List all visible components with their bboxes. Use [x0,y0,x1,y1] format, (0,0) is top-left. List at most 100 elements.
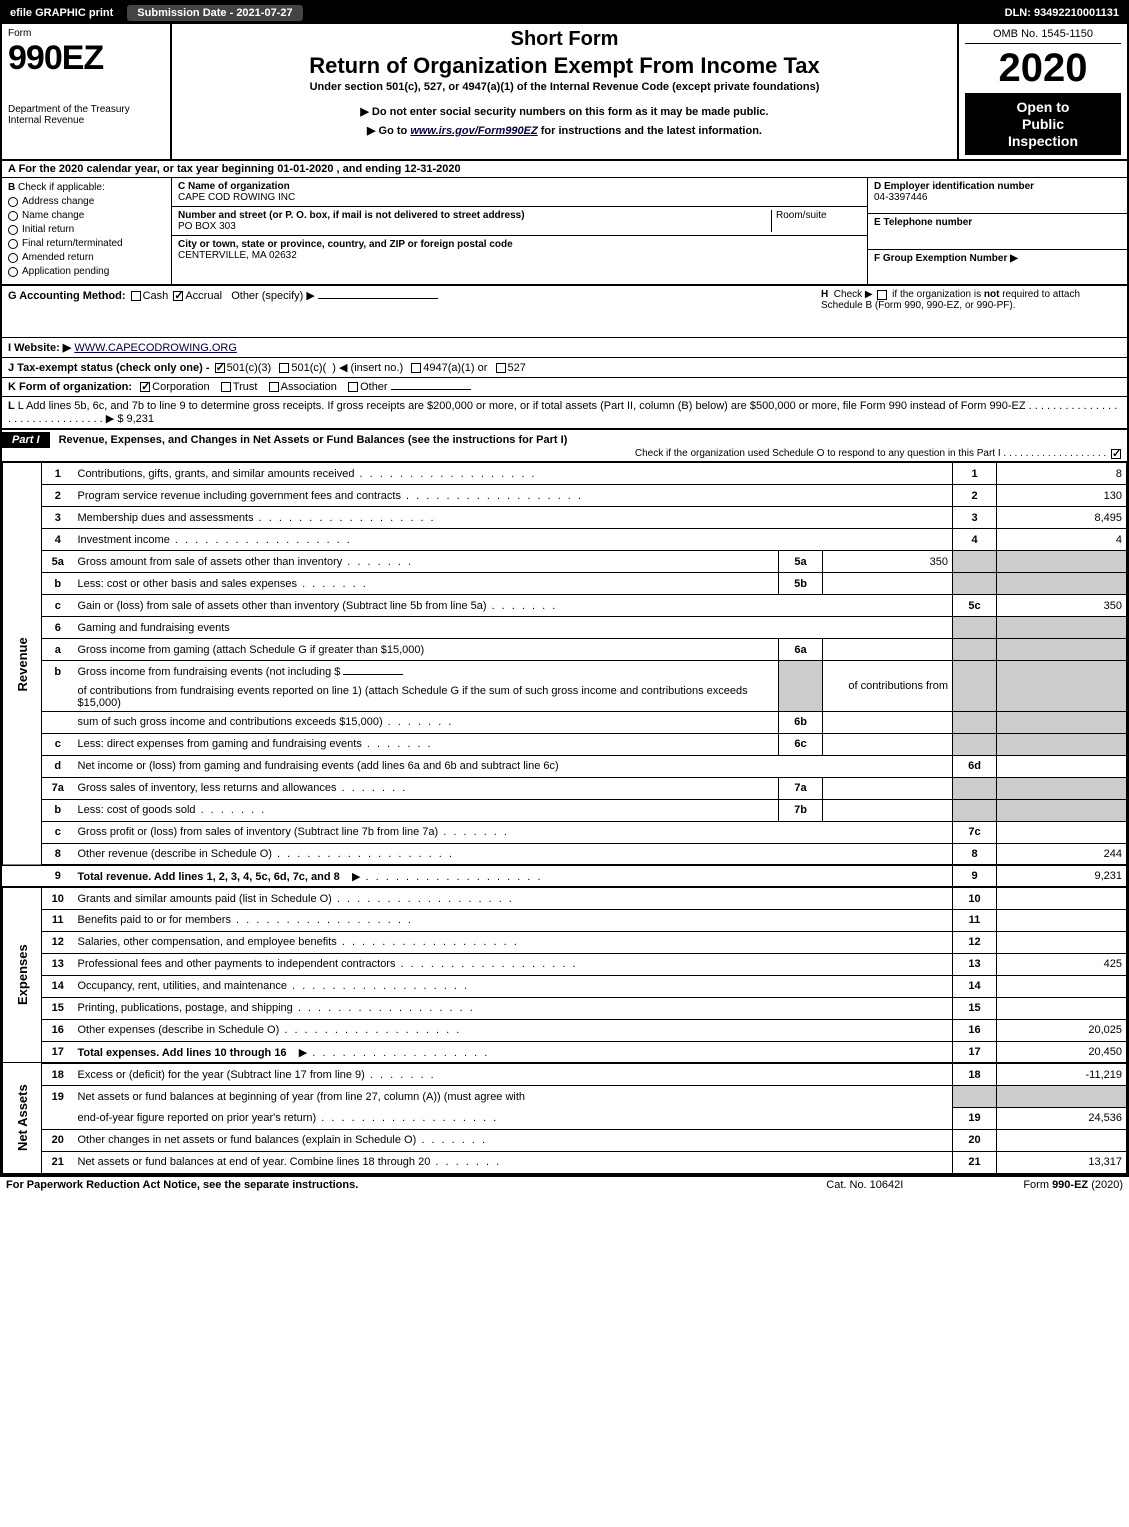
chk-h[interactable] [877,290,887,300]
ln: 1 [42,463,74,485]
d-label: D Employer identification number [874,181,1034,192]
table-row: 15 Printing, publications, postage, and … [3,997,1127,1019]
form-id-cell: Form 990EZ Department of the Treasury In… [2,24,172,159]
row-l: L L Add lines 5b, 6c, and 7b to line 9 t… [2,397,1127,430]
table-row: 21 Net assets or fund balances at end of… [3,1151,1127,1173]
table-row: 3 Membership dues and assessments 3 8,49… [3,507,1127,529]
lines-table: Revenue 1 Contributions, gifts, grants, … [2,462,1127,1174]
table-row: 14 Occupancy, rent, utilities, and maint… [3,975,1127,997]
table-row: Revenue 1 Contributions, gifts, grants, … [3,463,1127,485]
table-row: c Gain or (loss) from sale of assets oth… [3,595,1127,617]
goto-post: for instructions and the latest informat… [538,125,762,137]
chk-address-change[interactable]: Address change [8,196,165,207]
l-text: L Add lines 5b, 6c, and 7b to line 9 to … [8,400,1117,425]
table-row: 11 Benefits paid to or for members 11 [3,909,1127,931]
table-row: 9 Total revenue. Add lines 1, 2, 3, 4, 5… [3,865,1127,887]
section-def: D Employer identification number 04-3397… [867,178,1127,284]
row-j: J Tax-exempt status (check only one) - 5… [2,358,1127,378]
fundraising-amount-input[interactable] [343,674,403,675]
table-row: 13 Professional fees and other payments … [3,953,1127,975]
table-row: 19 Net assets or fund balances at beginn… [3,1085,1127,1107]
totno: 1 [953,463,997,485]
table-row: 6 Gaming and fundraising events [3,617,1127,639]
desc: Contributions, gifts, grants, and simila… [74,463,953,485]
f-label: F Group Exemption Number ▶ [874,253,1018,264]
chk-final-return[interactable]: Final return/terminated [8,238,165,249]
chk-501c[interactable] [279,363,289,373]
city-label: City or town, state or province, country… [178,239,861,250]
open-line3: Inspection [1008,133,1078,149]
omb-number: OMB No. 1545-1150 [965,28,1121,44]
chk-501c3[interactable] [215,363,225,373]
totval: 8 [997,463,1127,485]
ein-value: 04-3397446 [874,192,927,203]
submission-date: Submission Date - 2021-07-27 [127,5,302,21]
table-row: sum of such gross income and contributio… [3,711,1127,733]
under-section: Under section 501(c), 527, or 4947(a)(1)… [178,81,951,93]
topbar: efile GRAPHIC print Submission Date - 20… [2,2,1127,24]
f-group-row: F Group Exemption Number ▶ [868,250,1127,285]
row-i: I Website: ▶ WWW.CAPECODROWING.ORG [2,338,1127,358]
chk-trust[interactable] [221,382,231,392]
chk-4947[interactable] [411,363,421,373]
chk-527[interactable] [496,363,506,373]
g-cash: Cash [143,290,169,302]
l-value: $ 9,231 [117,413,154,425]
footer: For Paperwork Reduction Act Notice, see … [0,1176,1129,1193]
chk-corp[interactable] [140,382,150,392]
footer-left: For Paperwork Reduction Act Notice, see … [6,1179,358,1191]
row-k: K Form of organization: Corporation Trus… [2,378,1127,397]
address-row: Number and street (or P. O. box, if mail… [172,207,867,236]
table-row: a Gross income from gaming (attach Sched… [3,639,1127,661]
table-row: b Gross income from fundraising events (… [3,661,1127,683]
table-row: end-of-year figure reported on prior yea… [3,1107,1127,1129]
chk-cash[interactable] [131,291,141,301]
table-row: 2 Program service revenue including gove… [3,485,1127,507]
city-value: CENTERVILLE, MA 02632 [178,250,297,261]
table-row: Net Assets 18 Excess or (deficit) for th… [3,1063,1127,1085]
table-row: c Less: direct expenses from gaming and … [3,733,1127,755]
form-container: efile GRAPHIC print Submission Date - 20… [0,0,1129,1176]
table-row: 8 Other revenue (describe in Schedule O)… [3,843,1127,865]
section-b: B Check if applicable: Address change Na… [2,178,172,284]
website-link[interactable]: WWW.CAPECODROWING.ORG [74,342,237,354]
open-line1: Open to [1017,99,1070,115]
other-org-input[interactable] [391,389,471,390]
efile-label: efile GRAPHIC print [2,7,121,19]
city-row: City or town, state or province, country… [172,236,867,264]
org-name-row: C Name of organization CAPE COD ROWING I… [172,178,867,207]
vert-expenses: Expenses [3,887,42,1063]
j-label: J Tax-exempt status (check only one) - [8,362,210,374]
table-row: c Gross profit or (loss) from sales of i… [3,821,1127,843]
irs-link[interactable]: www.irs.gov/Form990EZ [410,125,537,137]
c-label: C Name of organization [178,181,861,192]
title-center: Short Form Return of Organization Exempt… [172,24,957,159]
dept-irs: Internal Revenue [8,115,164,126]
short-form-label: Short Form [178,28,951,51]
table-row: 7a Gross sales of inventory, less return… [3,777,1127,799]
chk-name-change[interactable]: Name change [8,210,165,221]
e-phone-row: E Telephone number [868,214,1127,250]
chk-assoc[interactable] [269,382,279,392]
g-other-input[interactable] [318,298,438,299]
h-text: H Check ▶ if the organization is not req… [821,289,1121,311]
vert-revenue: Revenue [3,463,42,866]
dept-treasury: Department of the Treasury [8,104,164,115]
chk-other-org[interactable] [348,382,358,392]
form-word: Form [8,28,164,39]
header-grid: B Check if applicable: Address change Na… [2,178,1127,286]
i-label: I Website: ▶ [8,342,71,354]
table-row: 20 Other changes in net assets or fund b… [3,1129,1127,1151]
vert-netassets: Net Assets [3,1063,42,1173]
ssn-warning: ▶ Do not enter social security numbers o… [178,105,951,118]
room-label: Room/suite [776,210,827,221]
section-c: C Name of organization CAPE COD ROWING I… [172,178,867,284]
e-label: E Telephone number [874,217,972,228]
table-row: 16 Other expenses (describe in Schedule … [3,1019,1127,1041]
chk-amended-return[interactable]: Amended return [8,252,165,263]
chk-initial-return[interactable]: Initial return [8,224,165,235]
chk-application-pending[interactable]: Application pending [8,266,165,277]
footer-formno: Form 990-EZ (2020) [1023,1179,1123,1191]
chk-schedule-o[interactable] [1111,449,1121,459]
chk-accrual[interactable] [173,291,183,301]
